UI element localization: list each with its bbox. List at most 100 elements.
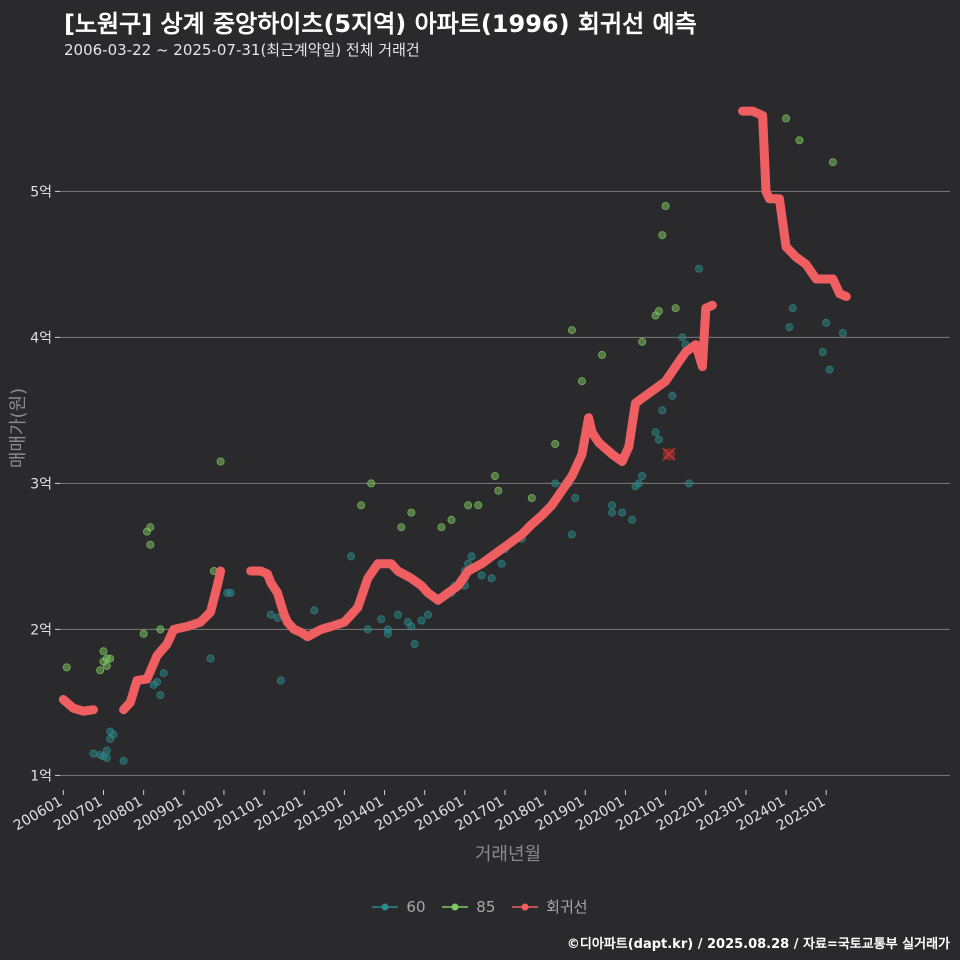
point-60 (206, 654, 215, 663)
point-85 (464, 501, 473, 510)
point-60 (628, 515, 637, 524)
point-60 (608, 508, 617, 517)
point-60 (654, 435, 663, 444)
point-60 (410, 640, 419, 649)
point-60 (467, 552, 476, 561)
y-tick-label: 3억 (30, 476, 52, 492)
legend-item-60: 60 (372, 898, 426, 916)
point-60 (424, 610, 433, 619)
point-60 (383, 629, 392, 638)
point-60 (276, 676, 285, 685)
regression-line (738, 106, 851, 301)
point-60 (119, 756, 128, 765)
point-85 (527, 493, 536, 502)
point-60 (838, 329, 847, 338)
point-85 (216, 457, 225, 466)
point-85 (156, 625, 165, 634)
legend-label-85: 85 (476, 897, 496, 916)
point-85 (447, 515, 456, 524)
point-85 (397, 523, 406, 532)
point-85 (367, 479, 376, 488)
point-60 (310, 606, 319, 615)
point-60 (825, 365, 834, 374)
point-60 (347, 552, 356, 561)
point-85 (782, 114, 791, 123)
y-tick-label: 2억 (30, 622, 52, 638)
legend-key-60-icon (372, 903, 399, 910)
chart-legend: 60 85 회귀선 (0, 896, 960, 917)
point-85 (62, 663, 71, 672)
point-85 (598, 350, 607, 359)
point-60 (477, 571, 486, 580)
point-60 (668, 391, 677, 400)
point-60 (393, 610, 402, 619)
point-85 (551, 439, 560, 448)
point-60 (634, 479, 643, 488)
point-60 (226, 588, 235, 597)
point-85 (99, 647, 108, 656)
point-85 (658, 231, 667, 240)
point-60 (818, 347, 827, 356)
point-60 (551, 479, 560, 488)
data-points (62, 114, 847, 765)
legend-item-regression: 회귀선 (512, 896, 588, 917)
point-85 (661, 201, 670, 210)
point-85 (567, 326, 576, 335)
legend-item-85: 85 (442, 898, 495, 916)
regression-line (246, 300, 717, 642)
gridlines (60, 190, 950, 776)
point-60 (638, 472, 647, 481)
point-60 (363, 625, 372, 634)
y-tick-label: 5억 (30, 184, 52, 200)
point-60 (567, 530, 576, 539)
point-85 (146, 540, 155, 549)
prediction-cross-icon (662, 447, 676, 461)
point-85 (671, 304, 680, 313)
point-60 (822, 318, 831, 327)
chart-title: [노원구] 상계 중앙하이츠(5지역) 아파트(1996) 회귀선 예측 (64, 10, 697, 38)
point-85 (102, 661, 111, 670)
point-85 (474, 501, 483, 510)
point-85 (407, 508, 416, 517)
point-85 (437, 523, 446, 532)
point-85 (577, 377, 586, 386)
point-60 (159, 669, 168, 678)
point-85 (96, 666, 105, 675)
legend-key-regression-icon (512, 903, 539, 910)
point-60 (407, 622, 416, 631)
point-60 (266, 610, 275, 619)
point-60 (618, 508, 627, 517)
point-60 (487, 574, 496, 583)
point-85 (494, 486, 503, 495)
point-85 (638, 337, 647, 346)
point-60 (785, 323, 794, 332)
point-60 (497, 559, 506, 568)
x-axis-title: 거래년월 (475, 844, 541, 865)
point-60 (156, 691, 165, 700)
y-tick-label: 1억 (30, 768, 52, 784)
x-axis-ticks: 2006012007012008012009012010012011012012… (11, 790, 828, 834)
point-60 (417, 616, 426, 625)
regression-layer (58, 106, 851, 716)
point-85 (828, 158, 837, 167)
point-60 (109, 730, 118, 739)
point-85 (146, 523, 155, 532)
legend-key-85-icon (442, 903, 469, 910)
point-60 (377, 615, 386, 624)
point-85 (795, 136, 804, 145)
point-85 (139, 629, 148, 638)
y-axis-title: 매매가(원) (8, 388, 29, 468)
point-60 (788, 304, 797, 313)
point-60 (571, 493, 580, 502)
point-60 (651, 428, 660, 437)
y-axis-ticks: 1억 2억 3억 4억 5억 (30, 184, 60, 784)
point-60 (678, 333, 687, 342)
point-85 (106, 654, 115, 663)
point-85 (490, 472, 499, 481)
point-60 (608, 501, 617, 510)
legend-label-regression: 회귀선 (546, 898, 588, 916)
chart-footer: ©디아파트(dapt.kr) / 2025.08.28 / 자료=국토교통부 실… (566, 937, 950, 952)
chart-subtitle: 2006-03-22 ~ 2025-07-31(최근계약일) 전체 거래건 (64, 41, 420, 59)
point-60 (89, 749, 98, 758)
